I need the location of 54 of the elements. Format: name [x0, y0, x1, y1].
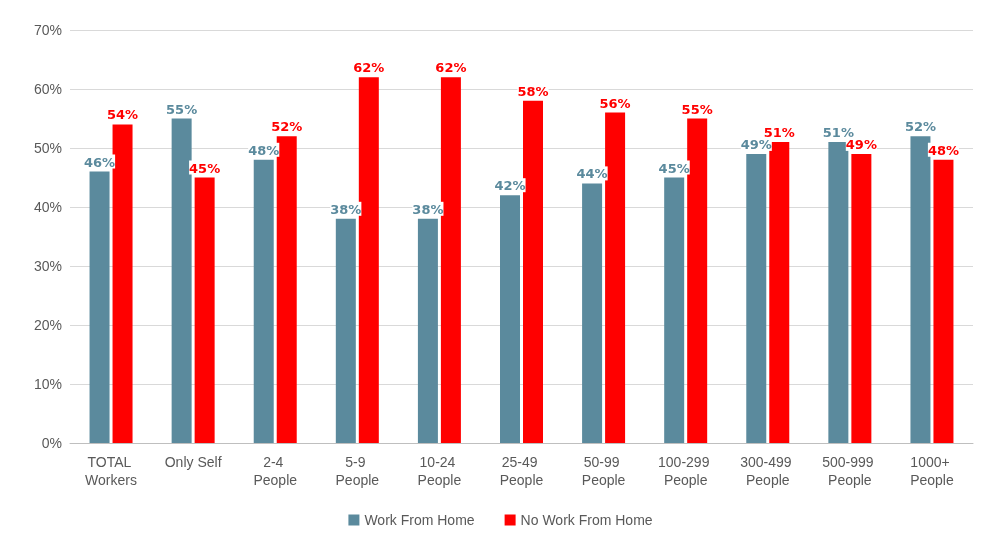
bar: [194, 177, 215, 443]
x-tick-label: 300-499 People: [740, 454, 796, 488]
bar: [417, 218, 438, 443]
bar: [335, 218, 356, 443]
bar: [933, 159, 954, 443]
bar: [523, 100, 543, 443]
bar: [582, 183, 603, 443]
data-label: 52%: [271, 119, 303, 135]
bar: [664, 177, 685, 443]
data-label: 49%: [740, 136, 772, 152]
bar: [851, 153, 872, 443]
data-label: 55%: [681, 101, 713, 117]
y-tick-label: 70%: [33, 22, 62, 38]
x-tick-label: 50-99 People: [581, 454, 626, 488]
y-tick-label: 40%: [33, 199, 62, 215]
data-label: 58%: [517, 83, 549, 99]
y-tick-label: 30%: [33, 258, 62, 274]
bar: [746, 153, 767, 443]
data-label: 56%: [599, 95, 631, 111]
x-tick-label: 500-999 People: [822, 454, 878, 488]
data-label: 38%: [412, 201, 444, 217]
x-tick-label: 10-24 People: [417, 454, 462, 488]
data-label: 49%: [845, 136, 877, 152]
y-tick-label: 20%: [33, 317, 62, 333]
legend-label: Work From Home: [364, 512, 475, 528]
x-tick-label: 2-4 People: [253, 454, 298, 488]
data-label: 55%: [166, 101, 198, 117]
data-label: 45%: [658, 160, 690, 176]
data-label: 38%: [330, 201, 362, 217]
y-tick-label: 60%: [33, 81, 62, 97]
data-label: 48%: [927, 142, 960, 158]
bar: [605, 112, 626, 443]
x-tick-label: Only Self: [164, 454, 222, 470]
bar: [89, 171, 110, 443]
legend-label: No Work From Home: [520, 512, 653, 528]
data-label: 62%: [435, 60, 467, 76]
x-tick-label: 25-49 People: [499, 454, 544, 488]
data-label: 48%: [248, 142, 280, 158]
y-tick-label: 50%: [33, 140, 62, 156]
data-label: 62%: [353, 60, 385, 76]
data-label: 44%: [576, 166, 608, 182]
data-label: 45%: [189, 160, 221, 176]
bar: [253, 159, 274, 443]
y-tick-label: 0%: [41, 435, 62, 451]
x-tick-label: 5-9 People: [335, 454, 380, 488]
data-label: 54%: [106, 107, 139, 123]
data-label: 52%: [904, 119, 937, 135]
x-tick-label: 1000+ People: [910, 454, 954, 488]
data-label: 46%: [83, 154, 116, 170]
y-tick-label: 10%: [33, 376, 62, 392]
x-tick-label: 100-299 People: [658, 454, 714, 488]
bar: [500, 195, 520, 443]
x-tick-label: TOTAL Workers: [85, 454, 137, 488]
data-label: 42%: [494, 178, 526, 194]
